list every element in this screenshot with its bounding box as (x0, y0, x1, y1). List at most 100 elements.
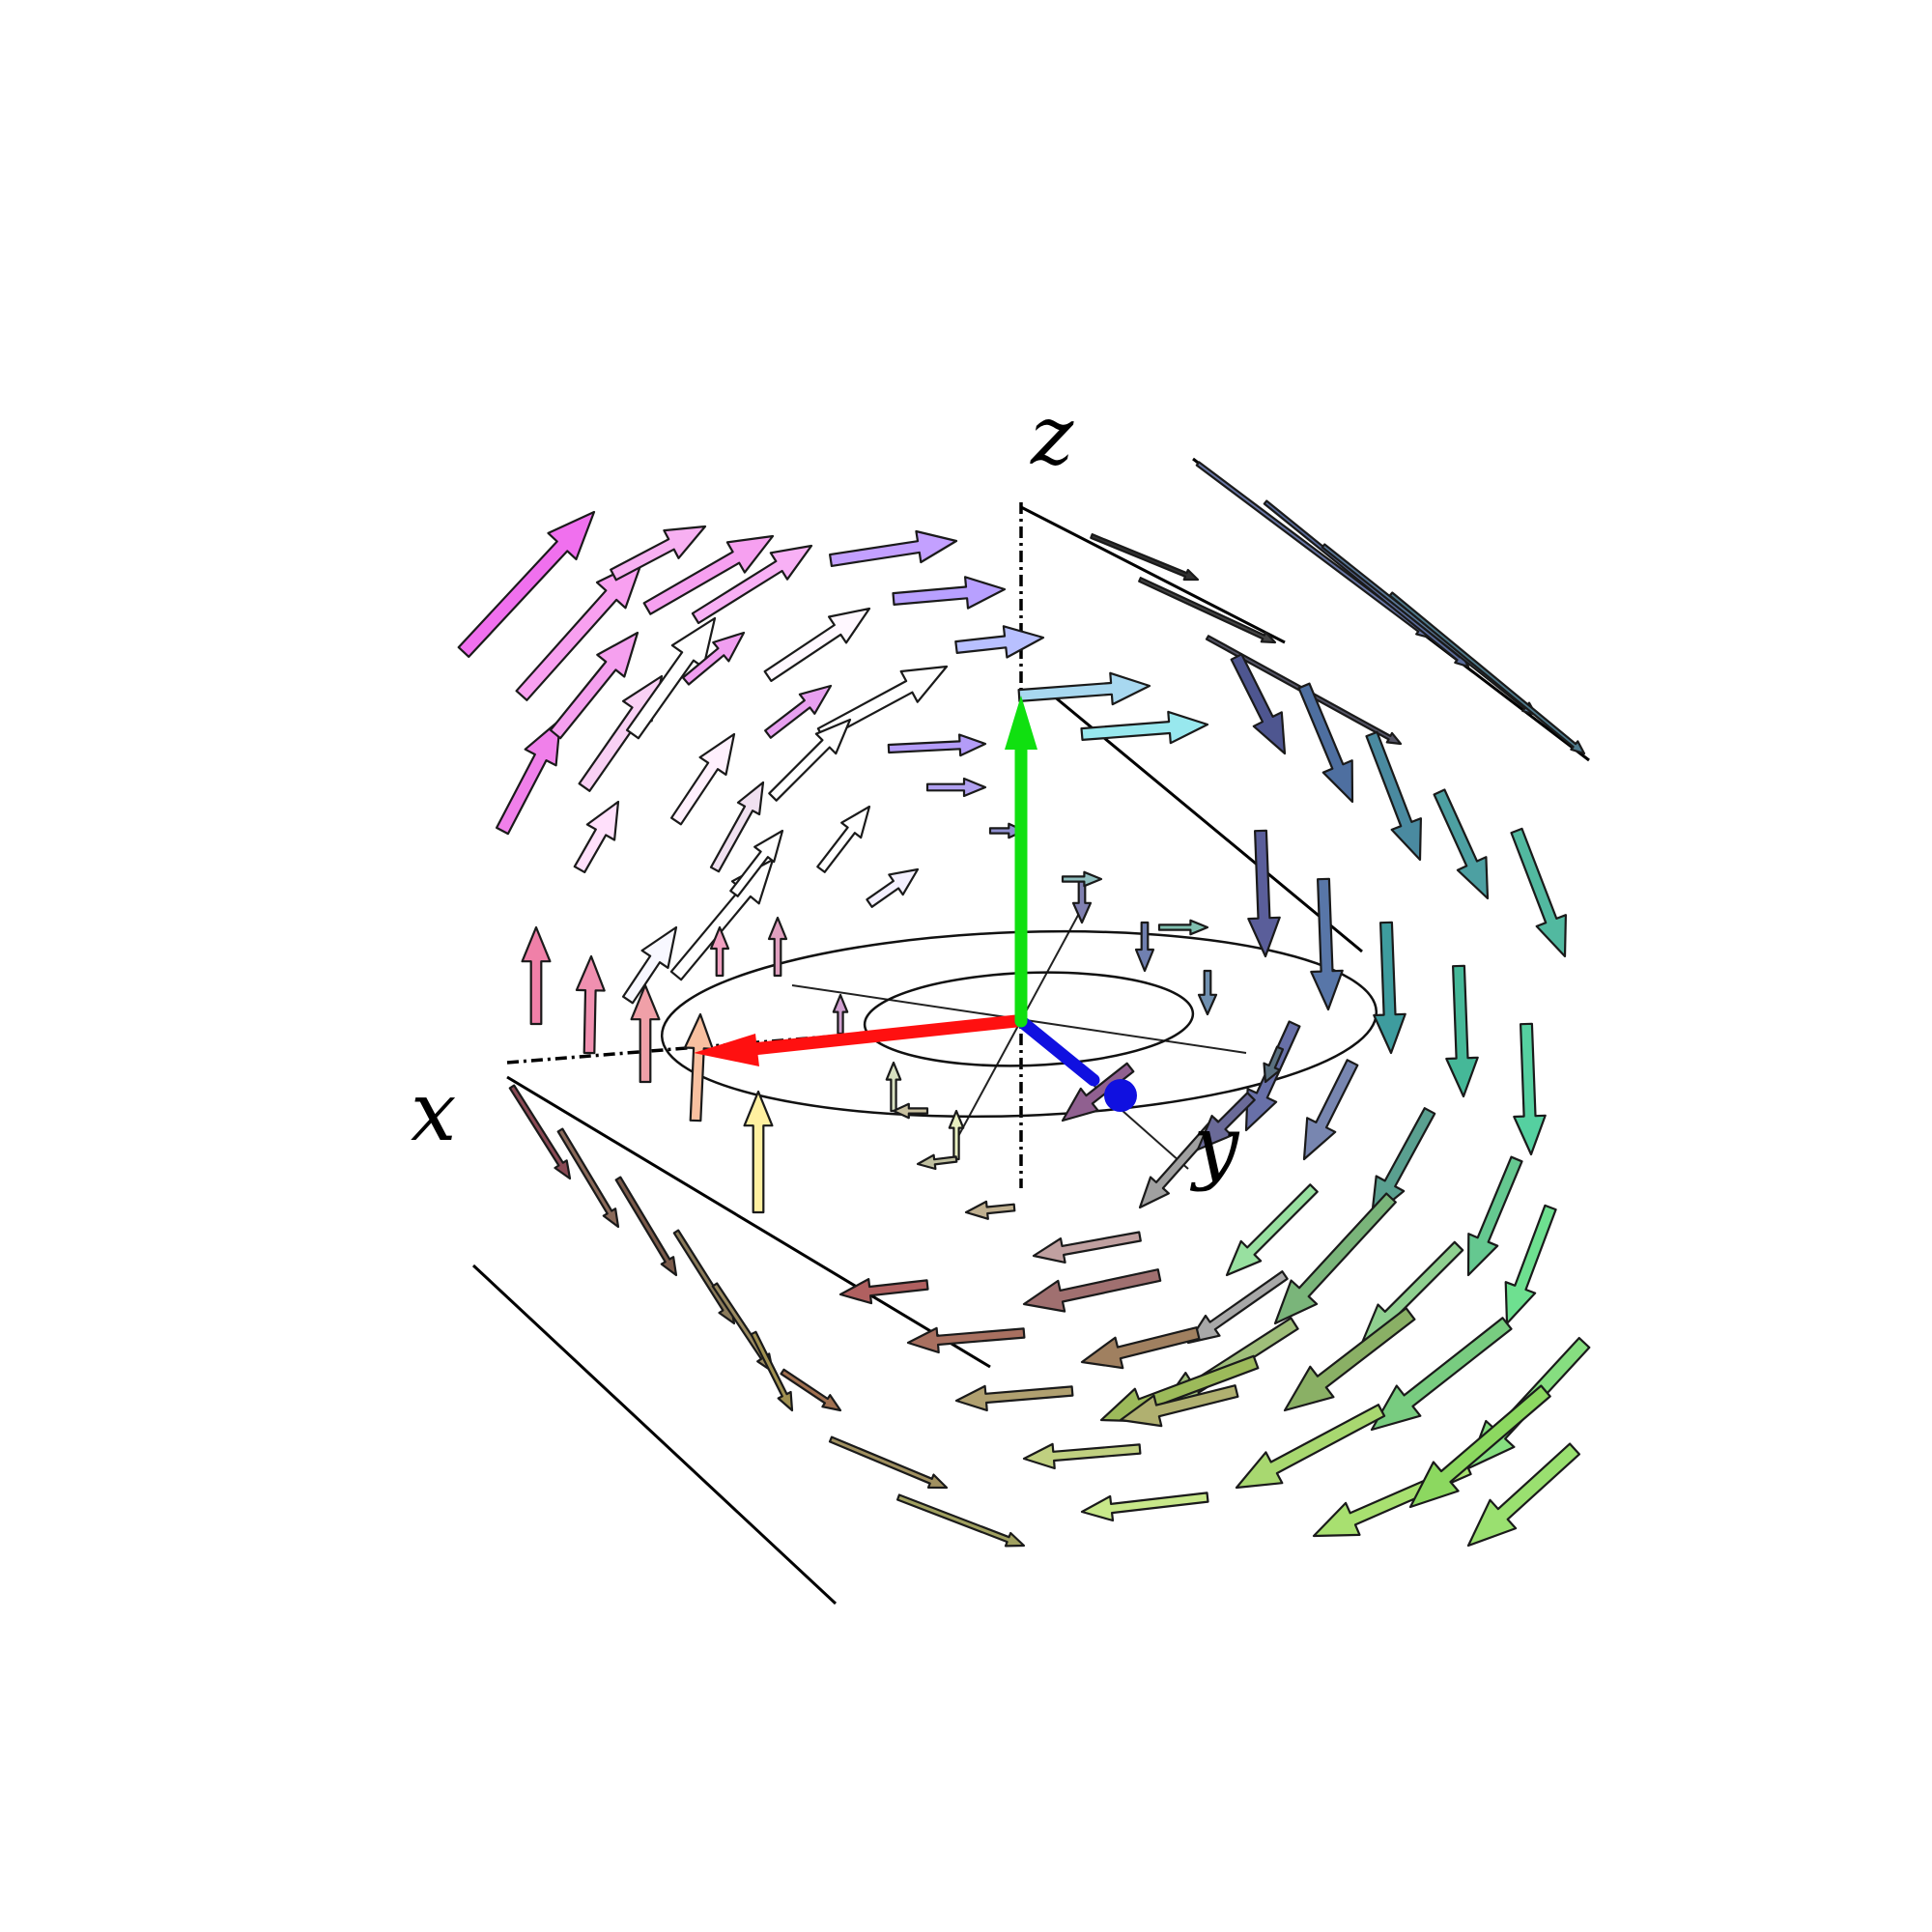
frame-edge-bottom-left (471, 1264, 838, 1605)
field-arrow (642, 534, 775, 615)
field-arrow (954, 625, 1045, 659)
field-arrow (1510, 827, 1568, 958)
field-arrow (1504, 1204, 1557, 1325)
z-axis-label: z (1030, 388, 1074, 483)
field-arrow (709, 781, 765, 873)
x-axis-arrow (694, 1014, 1023, 1066)
field-arrow (925, 777, 987, 798)
x-axis-shaft (737, 1014, 1023, 1057)
field-arrow (1080, 1326, 1201, 1370)
field-arrow (750, 1330, 794, 1412)
field-arrow (768, 718, 852, 802)
field-arrow (1297, 682, 1354, 804)
field-arrow (495, 718, 562, 836)
field-arrow (906, 1326, 1026, 1354)
coordinate-axes (694, 696, 1137, 1112)
field-arrow (1302, 1059, 1359, 1161)
field-arrow (895, 1493, 1026, 1548)
field-arrow (1017, 671, 1151, 706)
field-arrow (1080, 710, 1209, 745)
x-axis-head (694, 1034, 759, 1066)
field-arrow (1466, 1155, 1523, 1277)
field-arrow (743, 1090, 774, 1214)
field-arrow (767, 916, 788, 978)
field-arrow (954, 1384, 1074, 1412)
field-arrow (575, 954, 606, 1055)
field-arrow (1032, 1231, 1142, 1264)
field-arrow (1195, 461, 1432, 639)
field-arrow (1138, 577, 1277, 644)
field-arrow (508, 1084, 572, 1180)
field-arrow (729, 829, 784, 897)
field-arrow (1513, 1022, 1547, 1156)
field-arrow (763, 607, 871, 683)
field-arrow (1373, 921, 1406, 1055)
field-arrow (610, 525, 707, 582)
field-arrow (892, 1102, 929, 1120)
field-arrow (1196, 1092, 1256, 1151)
field-arrow (1263, 499, 1470, 668)
vector-field-arrows (457, 461, 1591, 1548)
field-arrow (780, 1368, 842, 1412)
field-arrow (1197, 969, 1218, 1016)
z-axis-head (1005, 696, 1037, 750)
field-arrow (1080, 1492, 1209, 1522)
field-arrow (1388, 591, 1586, 755)
field-arrow (948, 1109, 965, 1161)
field-arrow (1119, 1384, 1239, 1428)
field-arrow (1090, 533, 1200, 582)
field-arrow (828, 529, 958, 568)
field-arrow (630, 983, 661, 1084)
field-arrow (838, 1277, 929, 1305)
field-arrow (683, 1012, 714, 1122)
x-axis-label: x (411, 1065, 456, 1159)
field-arrow (457, 510, 596, 659)
field-arrow (1157, 919, 1209, 936)
field-arrow (764, 684, 833, 739)
field-arrow (1061, 870, 1103, 888)
field-arrow (1310, 877, 1344, 1011)
field-arrow (1263, 1045, 1285, 1084)
field-arrow (1283, 1307, 1416, 1412)
field-arrow (669, 732, 736, 826)
field-arrow (1225, 1183, 1319, 1277)
field-arrow (1186, 1270, 1289, 1345)
y-axis-label: y (1189, 1098, 1240, 1193)
frame-edge-top (1020, 505, 1286, 644)
field-arrow (964, 1200, 1016, 1220)
field-arrow (556, 1127, 620, 1229)
field-arrow (1235, 1404, 1386, 1490)
field-arrow (832, 993, 849, 1036)
field-arrow (549, 631, 639, 740)
field-arrow (1433, 788, 1490, 900)
field-arrow (1061, 1062, 1135, 1122)
field-arrow (866, 867, 920, 908)
field-arrow (521, 925, 552, 1026)
field-arrow (885, 1061, 902, 1113)
field-arrow (691, 544, 813, 625)
field-arrow (1247, 829, 1281, 958)
field-arrow (1022, 1268, 1162, 1313)
z-axis-arrow (1005, 696, 1037, 1028)
field-arrow (625, 616, 717, 740)
field-arrow (1365, 730, 1423, 862)
field-arrow (681, 631, 746, 686)
field-arrow (709, 925, 730, 978)
y-axis-head (1104, 1079, 1137, 1112)
y-axis-arrow (1014, 1014, 1137, 1112)
field-arrow (672, 1229, 736, 1325)
field-arrow (1230, 653, 1287, 755)
field-arrow (614, 1176, 678, 1277)
frame-edge-left-diagonal (506, 1075, 991, 1369)
field-arrow (1134, 921, 1155, 973)
field-arrow (1466, 1442, 1581, 1548)
y-axis-shaft (1014, 1014, 1100, 1087)
field-arrow (816, 805, 871, 873)
field-arrow (887, 733, 987, 757)
field-arrow (1273, 1192, 1397, 1325)
field-arrow (916, 1153, 958, 1171)
field-arrow (1022, 1442, 1142, 1470)
field-arrow (1408, 1384, 1551, 1509)
inner-ellipse (863, 971, 1195, 1067)
